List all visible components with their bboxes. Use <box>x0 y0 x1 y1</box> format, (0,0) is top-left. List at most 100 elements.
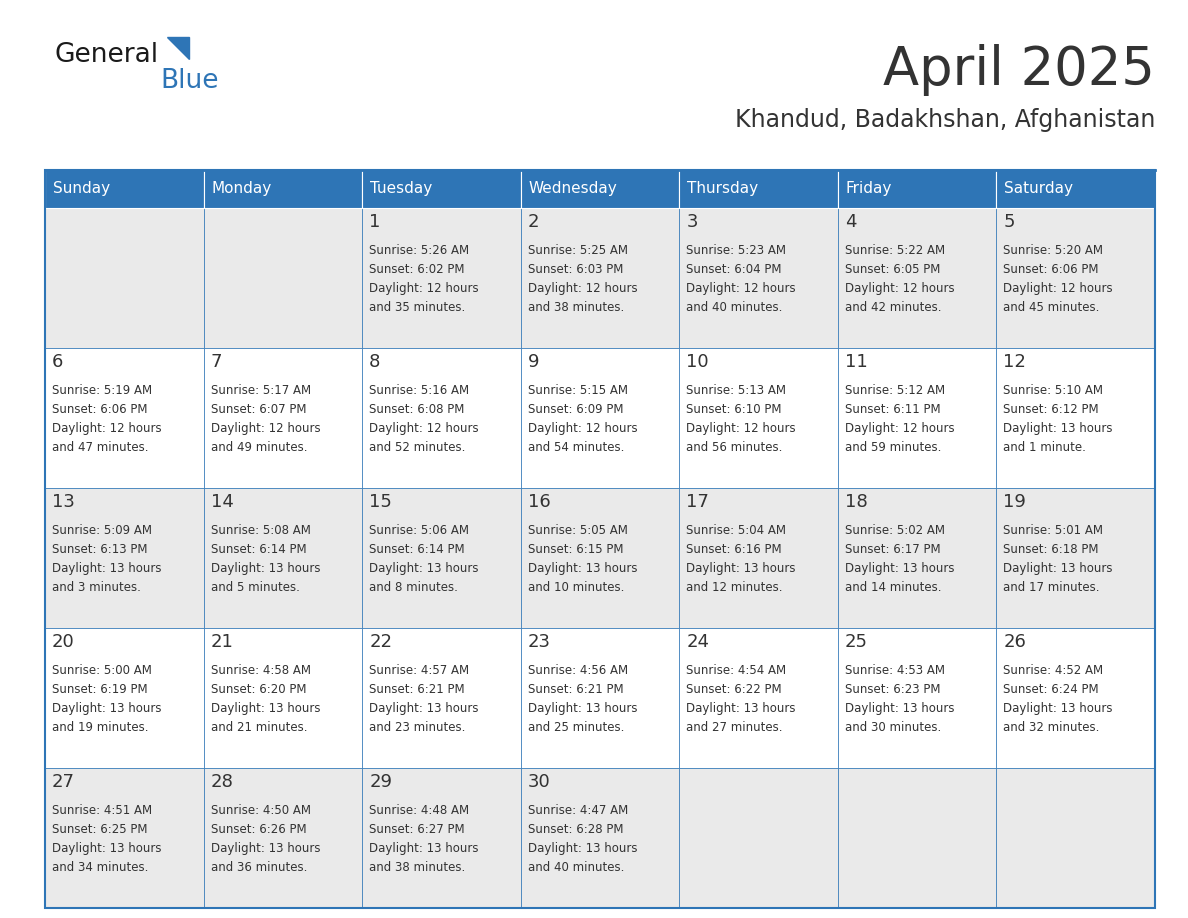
Text: Sunset: 6:17 PM: Sunset: 6:17 PM <box>845 543 941 556</box>
Text: 8: 8 <box>369 353 380 371</box>
Text: Sunrise: 5:06 AM: Sunrise: 5:06 AM <box>369 524 469 537</box>
Text: Daylight: 12 hours: Daylight: 12 hours <box>210 422 321 435</box>
Text: Sunset: 6:19 PM: Sunset: 6:19 PM <box>52 683 147 696</box>
Bar <box>203 768 362 908</box>
Bar <box>362 208 520 348</box>
Text: Sunrise: 4:57 AM: Sunrise: 4:57 AM <box>369 664 469 677</box>
Text: 14: 14 <box>210 493 234 511</box>
Text: Daylight: 12 hours: Daylight: 12 hours <box>687 282 796 295</box>
Text: and 23 minutes.: and 23 minutes. <box>369 721 466 734</box>
Text: Daylight: 12 hours: Daylight: 12 hours <box>1004 282 1113 295</box>
Bar <box>838 768 997 908</box>
Text: and 40 minutes.: and 40 minutes. <box>687 301 783 314</box>
Bar <box>520 348 680 488</box>
Text: Sunrise: 5:00 AM: Sunrise: 5:00 AM <box>52 664 152 677</box>
Bar <box>520 628 680 768</box>
Text: and 3 minutes.: and 3 minutes. <box>52 581 141 594</box>
Bar <box>838 628 997 768</box>
Text: Sunrise: 4:48 AM: Sunrise: 4:48 AM <box>369 804 469 817</box>
Text: and 49 minutes.: and 49 minutes. <box>210 441 307 454</box>
Bar <box>45 768 203 908</box>
Text: and 42 minutes.: and 42 minutes. <box>845 301 941 314</box>
Text: Sunrise: 5:16 AM: Sunrise: 5:16 AM <box>369 384 469 397</box>
Text: Sunset: 6:03 PM: Sunset: 6:03 PM <box>527 263 623 276</box>
Text: Sunrise: 5:26 AM: Sunrise: 5:26 AM <box>369 244 469 257</box>
Text: Sunrise: 5:20 AM: Sunrise: 5:20 AM <box>1004 244 1104 257</box>
Text: Daylight: 13 hours: Daylight: 13 hours <box>845 702 954 715</box>
Bar <box>203 488 362 628</box>
Bar <box>362 170 520 208</box>
Text: April 2025: April 2025 <box>883 44 1155 96</box>
Text: Daylight: 13 hours: Daylight: 13 hours <box>52 702 162 715</box>
Text: Tuesday: Tuesday <box>371 182 432 196</box>
Text: 7: 7 <box>210 353 222 371</box>
Text: Daylight: 12 hours: Daylight: 12 hours <box>845 282 954 295</box>
Text: Sunset: 6:08 PM: Sunset: 6:08 PM <box>369 403 465 416</box>
Text: Sunset: 6:07 PM: Sunset: 6:07 PM <box>210 403 307 416</box>
Bar <box>45 208 203 348</box>
Text: 21: 21 <box>210 633 234 651</box>
Text: Sunset: 6:14 PM: Sunset: 6:14 PM <box>369 543 465 556</box>
Text: Sunrise: 4:54 AM: Sunrise: 4:54 AM <box>687 664 786 677</box>
Text: Sunset: 6:12 PM: Sunset: 6:12 PM <box>1004 403 1099 416</box>
Text: and 34 minutes.: and 34 minutes. <box>52 861 148 874</box>
Text: 17: 17 <box>687 493 709 511</box>
Text: Daylight: 12 hours: Daylight: 12 hours <box>687 422 796 435</box>
Text: and 5 minutes.: and 5 minutes. <box>210 581 299 594</box>
Text: and 25 minutes.: and 25 minutes. <box>527 721 624 734</box>
Text: Sunset: 6:16 PM: Sunset: 6:16 PM <box>687 543 782 556</box>
Bar <box>45 628 203 768</box>
Text: Sunset: 6:18 PM: Sunset: 6:18 PM <box>1004 543 1099 556</box>
Text: and 19 minutes.: and 19 minutes. <box>52 721 148 734</box>
Bar <box>520 488 680 628</box>
Text: Daylight: 13 hours: Daylight: 13 hours <box>527 702 637 715</box>
Text: Sunrise: 5:10 AM: Sunrise: 5:10 AM <box>1004 384 1104 397</box>
Text: and 32 minutes.: and 32 minutes. <box>1004 721 1100 734</box>
Text: and 1 minute.: and 1 minute. <box>1004 441 1086 454</box>
Text: Sunset: 6:27 PM: Sunset: 6:27 PM <box>369 823 465 836</box>
Text: Sunset: 6:21 PM: Sunset: 6:21 PM <box>527 683 624 696</box>
Text: and 8 minutes.: and 8 minutes. <box>369 581 459 594</box>
Text: and 21 minutes.: and 21 minutes. <box>210 721 307 734</box>
Bar <box>45 348 203 488</box>
Text: Wednesday: Wednesday <box>529 182 618 196</box>
Text: Daylight: 13 hours: Daylight: 13 hours <box>210 842 320 855</box>
Text: and 59 minutes.: and 59 minutes. <box>845 441 941 454</box>
Text: 20: 20 <box>52 633 75 651</box>
Bar <box>997 208 1155 348</box>
Text: Sunrise: 4:51 AM: Sunrise: 4:51 AM <box>52 804 152 817</box>
Text: Daylight: 12 hours: Daylight: 12 hours <box>369 282 479 295</box>
Text: Sunset: 6:04 PM: Sunset: 6:04 PM <box>687 263 782 276</box>
Bar <box>362 488 520 628</box>
Text: Sunrise: 5:12 AM: Sunrise: 5:12 AM <box>845 384 944 397</box>
Text: Daylight: 12 hours: Daylight: 12 hours <box>52 422 162 435</box>
Text: and 10 minutes.: and 10 minutes. <box>527 581 624 594</box>
Text: and 56 minutes.: and 56 minutes. <box>687 441 783 454</box>
Text: Daylight: 13 hours: Daylight: 13 hours <box>369 842 479 855</box>
Bar <box>838 488 997 628</box>
Text: Daylight: 12 hours: Daylight: 12 hours <box>845 422 954 435</box>
Text: Sunrise: 5:05 AM: Sunrise: 5:05 AM <box>527 524 627 537</box>
Text: Sunrise: 4:50 AM: Sunrise: 4:50 AM <box>210 804 310 817</box>
Text: 24: 24 <box>687 633 709 651</box>
Text: Sunrise: 5:23 AM: Sunrise: 5:23 AM <box>687 244 786 257</box>
Text: Sunrise: 5:08 AM: Sunrise: 5:08 AM <box>210 524 310 537</box>
Text: Sunset: 6:22 PM: Sunset: 6:22 PM <box>687 683 782 696</box>
Text: Daylight: 13 hours: Daylight: 13 hours <box>527 842 637 855</box>
Text: and 38 minutes.: and 38 minutes. <box>369 861 466 874</box>
Text: Daylight: 13 hours: Daylight: 13 hours <box>845 562 954 575</box>
Text: Sunset: 6:26 PM: Sunset: 6:26 PM <box>210 823 307 836</box>
Text: and 45 minutes.: and 45 minutes. <box>1004 301 1100 314</box>
Bar <box>997 170 1155 208</box>
Bar <box>362 768 520 908</box>
Text: 9: 9 <box>527 353 539 371</box>
Text: Sunset: 6:06 PM: Sunset: 6:06 PM <box>1004 263 1099 276</box>
Text: 28: 28 <box>210 773 234 791</box>
Text: Sunrise: 5:01 AM: Sunrise: 5:01 AM <box>1004 524 1104 537</box>
Text: 13: 13 <box>52 493 75 511</box>
Text: 25: 25 <box>845 633 868 651</box>
Bar <box>680 208 838 348</box>
Text: and 54 minutes.: and 54 minutes. <box>527 441 624 454</box>
Text: 10: 10 <box>687 353 709 371</box>
Text: Sunset: 6:05 PM: Sunset: 6:05 PM <box>845 263 940 276</box>
